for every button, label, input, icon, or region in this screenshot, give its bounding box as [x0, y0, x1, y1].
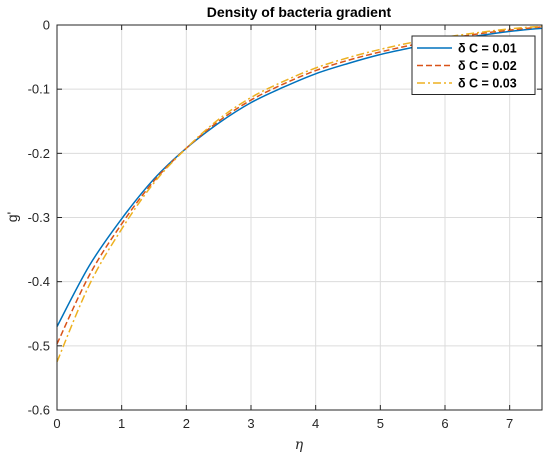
- y-tick-label: -0.3: [28, 210, 50, 225]
- y-axis-label: g': [4, 212, 20, 222]
- x-tick-label: 6: [441, 416, 448, 431]
- legend: δ C = 0.01 δ C = 0.02 δ C = 0.03: [411, 35, 536, 95]
- x-axis-label: η: [295, 437, 304, 453]
- x-tick-label: 7: [506, 416, 513, 431]
- tick-marks: [56, 24, 542, 411]
- x-tick-label: 0: [53, 416, 60, 431]
- chart-title: Density of bacteria gradient: [207, 4, 392, 20]
- series-line-2: [56, 26, 543, 345]
- y-tick-label: -0.2: [28, 146, 50, 161]
- legend-entry-label: δ C = 0.02: [458, 59, 517, 73]
- y-tick-label: -0.4: [28, 274, 50, 289]
- x-tick-label: 2: [183, 416, 190, 431]
- y-tick-label: -0.6: [28, 403, 50, 418]
- y-tick-label: 0: [43, 18, 50, 33]
- y-tick-label: -0.1: [28, 82, 50, 97]
- x-tick-label: 3: [247, 416, 254, 431]
- legend-entry-label: δ C = 0.03: [458, 77, 517, 91]
- x-tick-label: 5: [377, 416, 384, 431]
- y-tick-label: -0.5: [28, 338, 50, 353]
- x-tick-label: 4: [312, 416, 319, 431]
- legend-box: [411, 35, 536, 95]
- y-tick-labels: 0 -0.1 -0.2 -0.3 -0.4 -0.5 -0.6: [28, 18, 50, 418]
- legend-entry-label: δ C = 0.01: [458, 42, 517, 56]
- x-tick-label: 1: [118, 416, 125, 431]
- x-tick-labels: 0 1 2 3 4 5 6 7: [53, 416, 513, 431]
